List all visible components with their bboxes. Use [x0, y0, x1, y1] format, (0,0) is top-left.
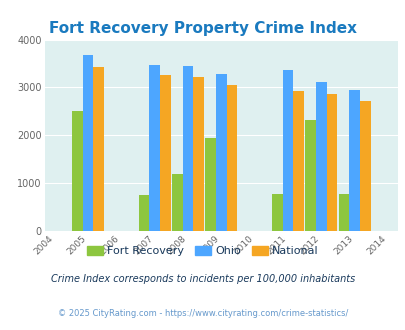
Bar: [282, 70, 292, 231]
Bar: [271, 194, 282, 231]
Legend: Fort Recovery, Ohio, National: Fort Recovery, Ohio, National: [83, 242, 322, 261]
Bar: [193, 78, 203, 231]
Text: © 2025 CityRating.com - https://www.cityrating.com/crime-statistics/: © 2025 CityRating.com - https://www.city…: [58, 309, 347, 318]
Bar: [149, 65, 160, 231]
Bar: [205, 138, 215, 231]
Bar: [338, 194, 348, 231]
Bar: [348, 90, 359, 231]
Bar: [182, 66, 193, 231]
Bar: [215, 74, 226, 231]
Text: Crime Index corresponds to incidents per 100,000 inhabitants: Crime Index corresponds to incidents per…: [51, 274, 354, 284]
Bar: [172, 174, 182, 231]
Bar: [315, 82, 326, 231]
Bar: [93, 67, 104, 231]
Bar: [83, 55, 93, 231]
Bar: [72, 112, 83, 231]
Bar: [226, 85, 237, 231]
Bar: [138, 195, 149, 231]
Bar: [160, 75, 170, 231]
Bar: [292, 91, 303, 231]
Text: Fort Recovery Property Crime Index: Fort Recovery Property Crime Index: [49, 21, 356, 36]
Bar: [326, 94, 337, 231]
Bar: [359, 101, 370, 231]
Bar: [305, 119, 315, 231]
